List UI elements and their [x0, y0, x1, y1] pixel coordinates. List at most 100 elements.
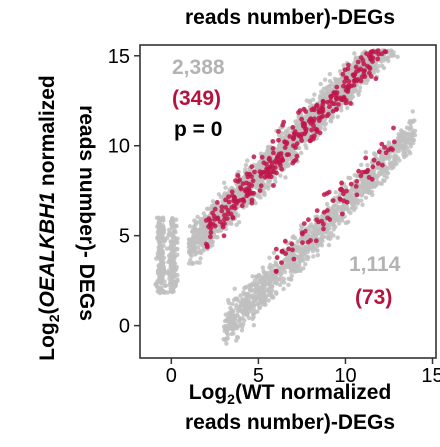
data-point-gray: [385, 55, 391, 60]
data-point-gray: [298, 258, 303, 264]
data-point-highlight: [339, 180, 344, 186]
data-point-gray: [284, 163, 290, 168]
data-point-gray: [286, 282, 291, 287]
data-point-highlight: [225, 211, 231, 217]
data-point-gray: [391, 53, 397, 58]
data-point-highlight: [249, 197, 255, 203]
data-point-highlight: [391, 125, 396, 131]
data-point-highlight: [305, 239, 311, 245]
data-point-gray: [190, 261, 195, 266]
data-point-highlight: [375, 48, 381, 53]
data-point-gray: [327, 71, 333, 77]
data-point-gray: [245, 158, 250, 163]
data-point-highlight: [266, 174, 272, 179]
data-point-highlight: [249, 174, 254, 179]
data-point-gray: [255, 282, 260, 288]
data-point-gray: [312, 92, 317, 97]
data-point-highlight: [348, 181, 354, 187]
data-point-highlight: [224, 216, 230, 221]
data-point-gray: [373, 64, 378, 70]
data-point-gray: [334, 203, 339, 208]
data-point-gray: [294, 122, 299, 127]
data-point-gray: [233, 296, 238, 301]
data-point-highlight: [317, 109, 323, 115]
data-point-highlight: [346, 62, 351, 68]
data-point-gray: [253, 201, 258, 206]
data-point-gray: [258, 288, 263, 294]
data-point-gray: [385, 165, 391, 171]
data-point-gray: [221, 180, 227, 185]
x-axis-ticks: 0 5 10 15: [166, 358, 440, 387]
data-point-gray: [161, 226, 166, 231]
data-point-gray: [262, 297, 267, 303]
data-point-gray: [163, 283, 168, 288]
data-point-gray: [333, 224, 338, 229]
data-point-highlight: [336, 102, 341, 107]
data-point-highlight: [282, 139, 287, 145]
data-point-gray: [278, 282, 283, 288]
data-point-highlight: [295, 132, 301, 137]
data-point-highlight: [320, 113, 326, 119]
data-point-gray: [268, 292, 274, 297]
data-point-gray: [255, 194, 261, 199]
data-point-gray: [348, 193, 353, 198]
data-point-highlight: [208, 225, 214, 231]
data-point-gray: [188, 238, 193, 243]
data-point-gray: [388, 154, 393, 159]
data-point-gray: [339, 108, 344, 113]
data-point-gray: [409, 127, 414, 132]
data-point-highlight: [370, 164, 376, 170]
data-point-gray: [247, 293, 252, 298]
data-point-gray: [295, 263, 300, 269]
data-point-gray: [237, 323, 242, 328]
data-point-gray: [349, 95, 354, 100]
data-point-gray: [212, 227, 217, 233]
data-point-highlight: [287, 134, 293, 139]
data-point-gray: [268, 262, 273, 268]
data-point-highlight: [279, 248, 285, 254]
data-point-highlight: [344, 188, 349, 194]
data-point-highlight: [330, 101, 335, 106]
data-point-gray: [281, 286, 286, 292]
data-point-gray: [336, 214, 341, 219]
data-point-highlight: [284, 152, 290, 158]
data-point-gray: [404, 125, 410, 130]
data-point-gray: [238, 293, 243, 298]
data-point-gray: [263, 302, 268, 307]
data-point-highlight: [270, 146, 276, 151]
data-point-highlight: [300, 231, 305, 237]
data-point-gray: [287, 144, 292, 149]
data-point-gray: [349, 206, 355, 211]
data-point-gray: [381, 65, 387, 71]
data-point-gray: [334, 211, 339, 216]
data-point-gray: [318, 95, 323, 100]
data-point-gray: [224, 336, 229, 341]
data-point-highlight: [353, 184, 359, 189]
data-point-highlight: [331, 92, 336, 97]
data-point-highlight: [312, 116, 317, 122]
data-point-highlight: [360, 58, 366, 63]
data-point-gray: [156, 223, 162, 228]
data-point-gray: [307, 98, 312, 104]
data-point-gray: [357, 88, 362, 94]
data-point-gray: [365, 163, 370, 168]
data-point-gray: [191, 236, 196, 241]
data-point-gray: [348, 176, 353, 181]
data-point-gray: [250, 281, 255, 286]
data-point-gray: [239, 328, 245, 333]
data-point-gray: [156, 263, 161, 269]
data-point-gray: [284, 157, 289, 162]
data-point-highlight: [212, 217, 217, 222]
p-value-label: p = 0: [174, 118, 222, 141]
data-point-highlight: [392, 139, 397, 145]
data-point-gray: [251, 315, 256, 320]
data-point-gray: [188, 252, 193, 257]
data-point-gray: [408, 151, 413, 156]
data-point-highlight: [249, 183, 255, 188]
data-point-highlight: [239, 203, 245, 209]
data-point-highlight: [343, 87, 349, 93]
data-point-gray: [336, 221, 342, 226]
data-point-gray: [274, 281, 280, 286]
data-point-highlight: [348, 101, 353, 106]
data-point-highlight: [264, 161, 269, 167]
